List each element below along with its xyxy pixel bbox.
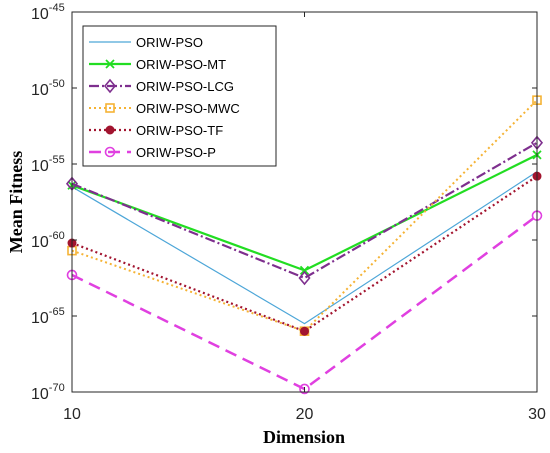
data-point-oriw-pso-p-shape xyxy=(299,383,310,395)
y-tick-label: 10-65 xyxy=(31,306,65,327)
legend-marker-oriw-pso-p-shape xyxy=(104,146,116,158)
legend-marker-oriw-pso-tf-shape xyxy=(105,125,115,135)
y-tick-label: 10-70 xyxy=(31,382,65,403)
data-point-oriw-pso-mt-stroke-b xyxy=(299,265,310,276)
legend-marker-oriw-pso-lcg xyxy=(103,78,117,94)
series-line-oriw-pso xyxy=(71,171,538,325)
legend-marker-oriw-pso-mt-stroke-b xyxy=(105,59,115,69)
y-tick-label: 10-55 xyxy=(31,154,65,175)
data-point-oriw-pso-tf-shape xyxy=(300,326,309,336)
legend-label-oriw-pso-p: ORIW-PSO-P xyxy=(136,145,216,160)
legend-marker-oriw-pso-mt xyxy=(105,59,115,69)
legend-marker-oriw-pso-lcg-shape xyxy=(103,78,117,94)
legend: ORIW-PSO ORIW-PSO-MT ORIW-PSO-LCG ORIW-PSO-… xyxy=(82,25,277,167)
legend-label-oriw-pso: ORIW-PSO xyxy=(136,35,203,50)
legend-marker-oriw-pso-mwc-shape xyxy=(105,103,115,113)
legend-label-oriw-pso-mwc: ORIW-PSO-MWC xyxy=(136,101,240,116)
series-layer xyxy=(65,95,544,395)
y-tick-label: 10-50 xyxy=(31,78,65,99)
legend-label-oriw-pso-lcg: ORIW-PSO-LCG xyxy=(136,79,234,94)
legend-marker-oriw-pso-tf xyxy=(105,125,115,135)
data-point-oriw-pso-lcg xyxy=(298,270,311,286)
x-tick-label: 30 xyxy=(528,406,546,423)
legend-label-oriw-pso-mt: ORIW-PSO-MT xyxy=(136,57,226,72)
x-axis-title: Dimension xyxy=(263,427,345,447)
data-point-oriw-pso-tf xyxy=(300,326,309,336)
data-point-oriw-pso-mt xyxy=(299,265,310,276)
y-tick-label: 10-45 xyxy=(31,2,65,23)
data-point-oriw-pso-p xyxy=(299,383,310,395)
legend-label-oriw-pso-tf: ORIW-PSO-TF xyxy=(136,123,223,138)
legend-box xyxy=(82,25,277,167)
x-tick-label: 10 xyxy=(63,406,81,423)
x-tick-label: 20 xyxy=(296,406,314,423)
data-point-oriw-pso-lcg-shape xyxy=(298,270,311,286)
y-tick-label: 10-60 xyxy=(31,230,65,251)
y-axis-title: Mean Fitness xyxy=(6,151,26,254)
tick-layer: 10 20 30 10-45 10-50 10-55 10-60 10-65 10-70 xyxy=(31,2,546,423)
legend-marker-oriw-pso-mwc xyxy=(105,103,115,113)
legend-marker-oriw-pso-p xyxy=(104,146,116,158)
